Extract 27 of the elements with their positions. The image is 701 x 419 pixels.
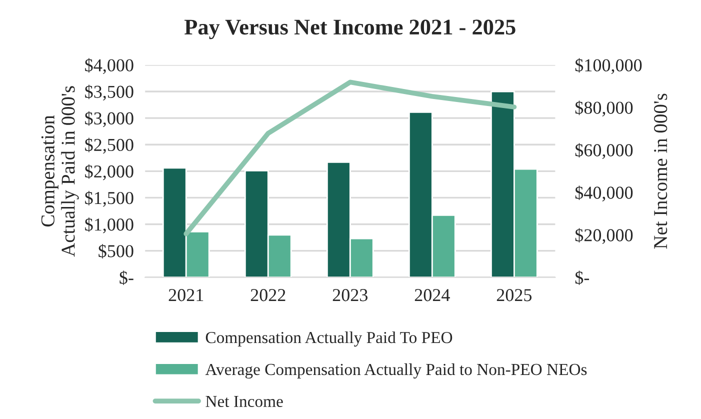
y-tick-label: $500 xyxy=(98,244,134,258)
x-tick-label: 2022 xyxy=(250,289,286,302)
y-tick-label: $4,000 xyxy=(85,58,134,74)
y2-tick-label: $40,000 xyxy=(575,186,633,202)
y-tick-label: $- xyxy=(120,270,134,286)
legend-label: Compensation Actually Paid To PEO xyxy=(206,331,452,347)
x-tick-label: 2021 xyxy=(168,289,204,302)
x-tick-label: 2024 xyxy=(414,289,450,302)
y-tick-label: $3,000 xyxy=(85,111,134,128)
chart-title: Pay Versus Net Income 2021 - 2025 xyxy=(184,20,516,40)
line-series xyxy=(184,80,517,236)
y-axis-title: Compensation Actually Paid in 000's xyxy=(41,86,79,257)
y2-axis-title: Net Income in 000's xyxy=(654,94,668,249)
y-tick-label: $1,500 xyxy=(85,190,134,207)
legend-label: Net Income xyxy=(206,396,283,408)
y-tick-label: $1,000 xyxy=(85,217,134,234)
y-tick-label: $2,000 xyxy=(85,164,134,180)
y2-tick-label: $80,000 xyxy=(575,100,633,116)
y2-tick-label: $100,000 xyxy=(575,58,642,74)
y2-tick-label: $20,000 xyxy=(575,228,633,244)
y-tick-label: $2,500 xyxy=(85,138,134,154)
x-tick-label: 2025 xyxy=(496,289,532,302)
x-tick-label: 2023 xyxy=(332,289,368,302)
y-tick-label: $3,500 xyxy=(85,84,134,101)
legend-label: Average Compensation Actually Paid to Non-PEO NEOs xyxy=(205,363,587,379)
y2-tick-label: $60,000 xyxy=(575,143,633,159)
y2-tick-label: $- xyxy=(575,270,590,286)
